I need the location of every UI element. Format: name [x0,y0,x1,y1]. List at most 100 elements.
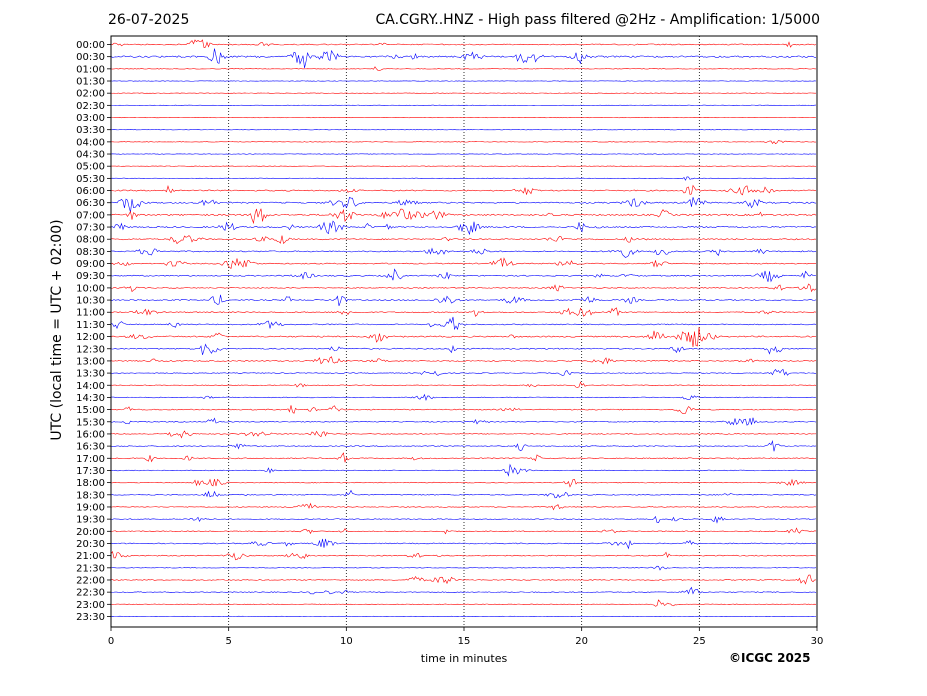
x-tick-label: 0 [108,636,114,647]
trace-line [110,417,817,426]
y-tick-label: 17:00 [76,454,105,465]
x-tick-label: 10 [340,636,353,647]
trace-line [110,586,817,595]
y-tick-label: 10:00 [76,283,105,294]
y-tick-label: 07:30 [76,223,105,234]
x-tick-label: 20 [575,636,588,647]
y-tick-label: 06:00 [76,186,105,197]
y-tick-label: 11:30 [76,320,105,331]
y-tick-label: 01:30 [76,77,105,88]
y-tick-label: 05:30 [76,174,105,185]
y-tick-label: 07:00 [76,210,105,221]
trace-line [110,316,817,331]
x-tick-label: 5 [225,636,231,647]
trace-line [110,478,817,488]
x-tick-label: 25 [693,636,706,647]
trace-line [110,247,817,258]
trace-line [110,502,817,511]
y-tick-label: 16:30 [76,442,105,453]
trace-line [110,307,817,317]
trace-line [110,165,817,167]
trace-line [110,80,817,82]
trace-line [110,176,817,181]
y-tick-label: 06:30 [76,198,105,209]
trace-line [110,489,817,499]
trace-line [110,116,817,119]
trace-line [110,92,817,94]
chart-title: CA.CGRY..HNZ - High pass filtered @2Hz -… [375,12,820,28]
trace-line [110,356,817,365]
y-tick-label: 08:30 [76,247,105,258]
trace-line [110,343,817,355]
trace-line [110,129,817,131]
y-tick-label: 04:00 [76,137,105,148]
trace-line [110,196,817,213]
trace-line [110,368,817,377]
y-tick-label: 01:00 [76,64,105,75]
trace-line [110,220,817,236]
trace-line [110,294,817,307]
plot-frame [110,35,818,628]
trace-line [110,39,817,48]
trace-line [110,615,817,618]
y-tick-label: 03:00 [76,113,105,124]
y-tick-label: 13:30 [76,369,105,380]
y-tick-label: 09:00 [76,259,105,270]
trace-line [110,184,817,196]
trace-line [110,283,817,293]
trace-line [110,551,817,561]
y-tick-label: 18:00 [76,478,105,489]
y-tick-label: 00:00 [76,40,105,51]
y-tick-label: 02:30 [76,101,105,112]
trace-line [110,327,817,347]
y-tick-label: 11:00 [76,308,105,319]
y-tick-label: 22:30 [76,588,105,599]
trace-line [110,430,817,439]
y-tick-label: 03:30 [76,125,105,136]
x-tick-label: 15 [458,636,471,647]
y-tick-label: 08:00 [76,235,105,246]
y-tick-label: 18:30 [76,490,105,501]
trace-line [110,257,817,269]
x-tick-label: 30 [811,636,824,647]
trace-line [110,235,817,245]
y-tick-label: 12:30 [76,344,105,355]
x-axis-label: time in minutes [420,652,508,665]
trace-line [110,153,817,155]
y-tick-label: 16:00 [76,429,105,440]
y-tick-label: 00:30 [76,52,105,63]
y-tick-label: 05:00 [76,162,105,173]
y-tick-label: 20:30 [76,539,105,550]
y-tick-label: 14:30 [76,393,105,404]
y-tick-label: 04:30 [76,150,105,161]
trace-line [110,104,817,106]
trace-line [110,538,817,550]
trace-line [110,515,817,524]
trace-line [110,574,817,585]
chart-date: 26-07-2025 [108,12,190,28]
y-tick-label: 23:30 [76,612,105,623]
trace-line [110,139,817,145]
y-tick-label: 12:00 [76,332,105,343]
trace-line [110,440,817,452]
trace-line [110,452,817,463]
y-tick-label: 20:00 [76,527,105,538]
y-tick-label: 15:00 [76,405,105,416]
copyright-credit: ©ICGC 2025 [729,651,811,665]
y-tick-label: 13:00 [76,356,105,367]
trace-line [110,527,817,535]
trace-line [110,208,817,225]
trace-line [110,599,817,607]
trace-line [110,381,817,388]
trace-line [110,268,817,283]
y-tick-label: 19:00 [76,502,105,513]
y-tick-label: 14:00 [76,381,105,392]
trace-line [110,565,817,571]
y-tick-label: 19:30 [76,515,105,526]
trace-line [110,463,817,477]
y-tick-label: 15:30 [76,417,105,428]
trace-line [110,66,817,71]
y-tick-label: 21:30 [76,563,105,574]
y-tick-label: 17:30 [76,466,105,477]
